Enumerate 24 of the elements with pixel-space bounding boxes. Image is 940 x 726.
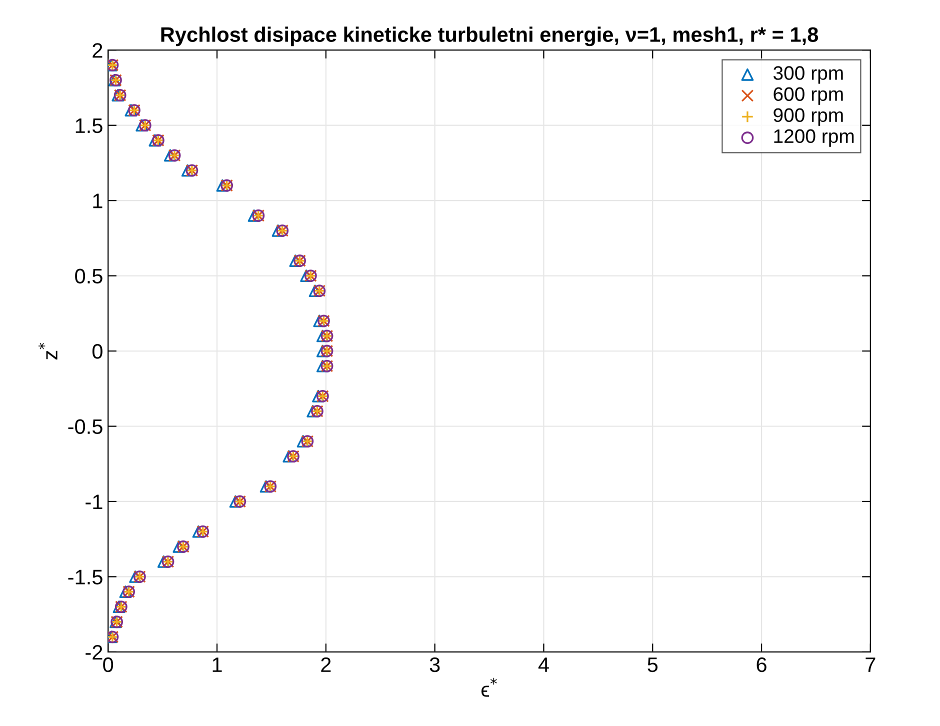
x-tick-label: 5 <box>648 658 658 672</box>
y-tick-label: -2 <box>86 644 102 660</box>
x-axis-title: ϵ$^{*}$ <box>481 678 497 697</box>
x-tick-label: 6 <box>756 657 766 672</box>
legend-label: 900 rpm <box>774 108 843 126</box>
legend-label: 600 rpm <box>774 87 843 105</box>
chart-title: Rychlost disipace kineticke turbuletni energie, ν=1, mesh1, r* = 1,8 <box>161 26 818 46</box>
y-tick-label: -1.5 <box>68 570 102 584</box>
x-tick-label: 7 <box>866 658 876 672</box>
y-tick-label: -0.5 <box>68 419 102 434</box>
y-tick-label: 2 <box>92 43 102 58</box>
legend-label: 300 rpm <box>773 66 843 84</box>
y-tick-label: 1 <box>93 194 102 208</box>
y-tick-label: 0 <box>92 344 102 359</box>
x-tick-label: 0 <box>103 657 114 672</box>
x-tick-label: 3 <box>430 657 440 672</box>
x-tick-label: 1 <box>212 658 222 672</box>
y-tick-label: 0.5 <box>75 268 102 284</box>
legend-label: 1200 rpm <box>774 129 854 147</box>
y-tick-label: -1 <box>86 494 102 510</box>
x-tick-label: 4 <box>538 658 549 672</box>
y-axis-title: z$^{*}$ <box>38 342 58 360</box>
x-tick-label: 2 <box>321 657 331 672</box>
y-tick-label: 1.5 <box>76 118 102 134</box>
